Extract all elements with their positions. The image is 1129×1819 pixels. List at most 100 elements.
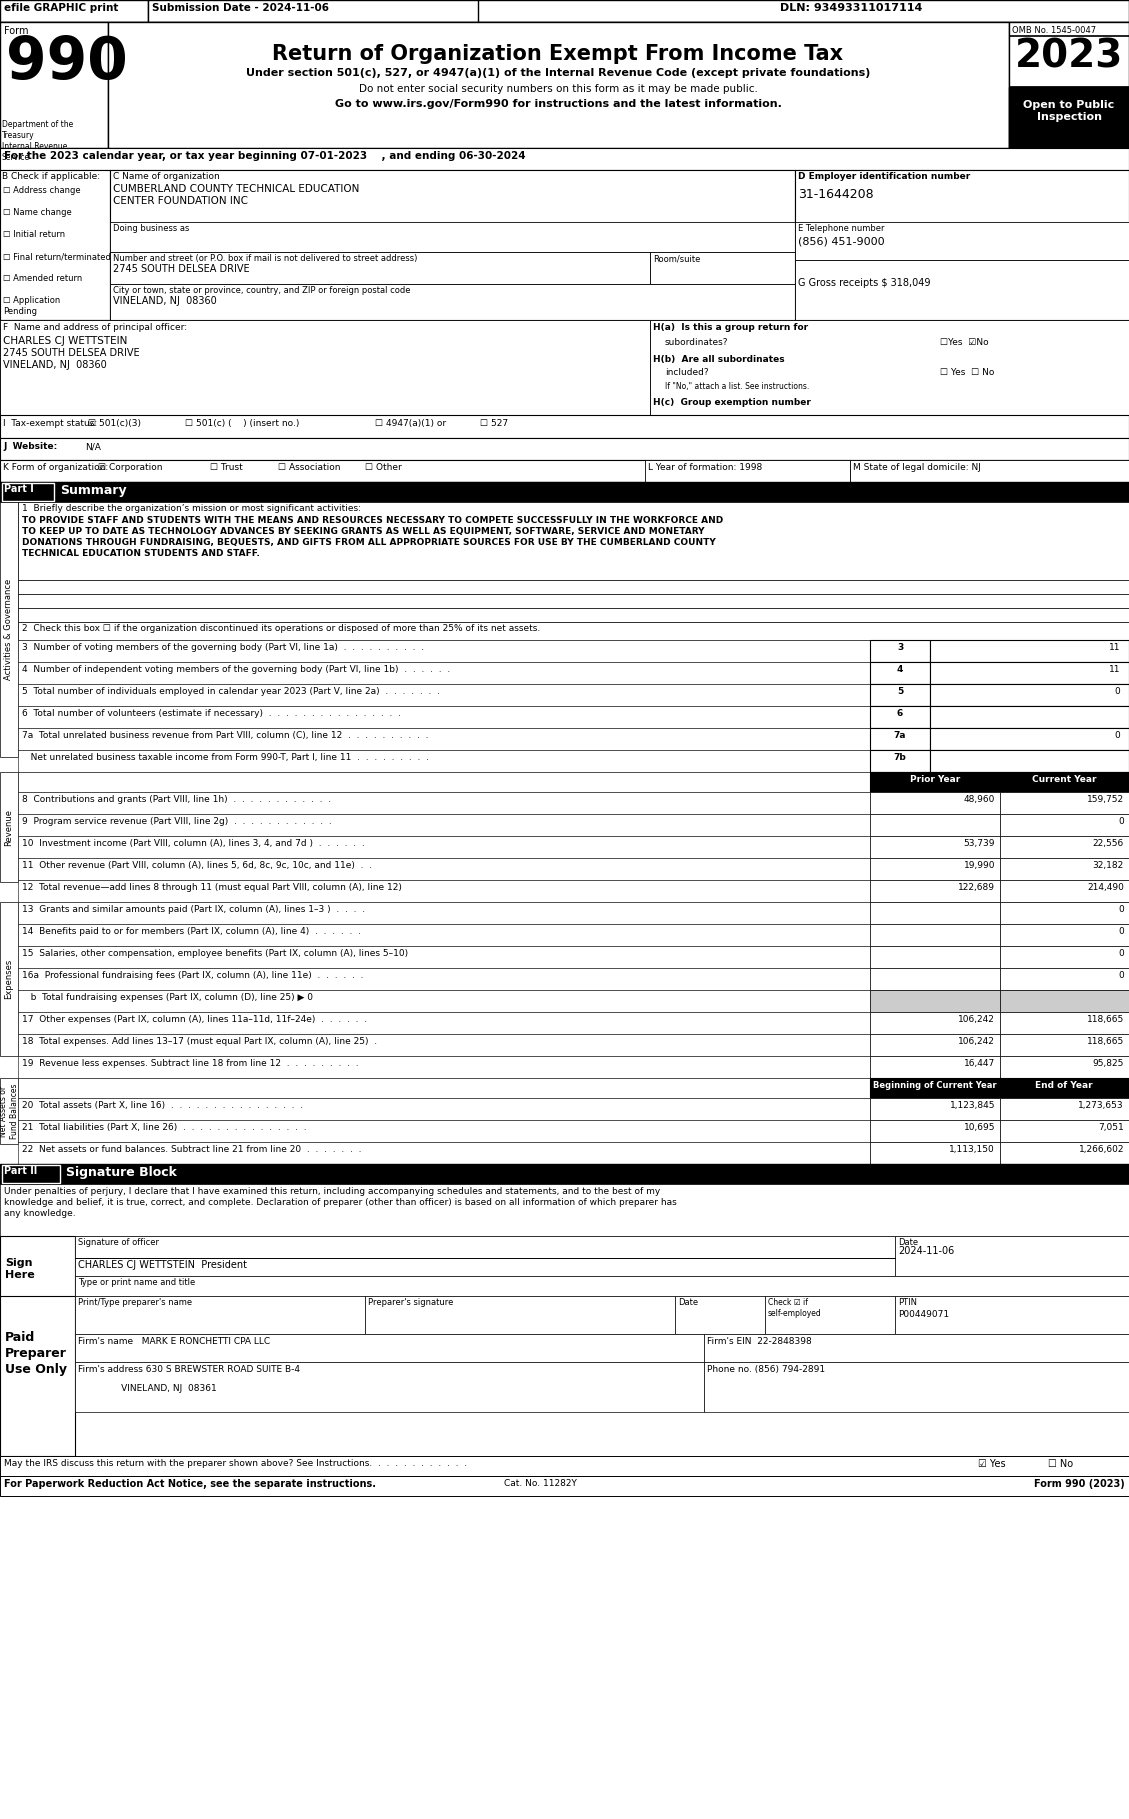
Bar (895, 1295, 1129, 1333)
Text: If "No," attach a list. See instructions.: If "No," attach a list. See instructions… (665, 382, 809, 391)
Bar (1000, 946, 1129, 968)
Bar (1000, 1121, 1129, 1142)
Text: Submission Date - 2024-11-06: Submission Date - 2024-11-06 (152, 4, 329, 13)
Text: Signature Block: Signature Block (65, 1166, 177, 1179)
Text: 4  Number of independent voting members of the governing body (Part VI, line 1b): 4 Number of independent voting members o… (21, 666, 450, 675)
Text: ☐ Yes  ☐ No: ☐ Yes ☐ No (940, 367, 995, 377)
Bar (18, 684, 870, 706)
Text: 7b: 7b (894, 753, 907, 762)
Bar (1000, 924, 1129, 946)
Bar (1000, 859, 1129, 880)
Text: Do not enter social security numbers on this form as it may be made public.: Do not enter social security numbers on … (359, 84, 758, 95)
Bar (18, 608, 1129, 622)
Text: 48,960: 48,960 (964, 795, 995, 804)
Text: Under penalties of perjury, I declare that I have examined this return, includin: Under penalties of perjury, I declare th… (5, 1188, 676, 1219)
Text: 9  Program service revenue (Part VIII, line 2g)  .  .  .  .  .  .  .  .  .  .  .: 9 Program service revenue (Part VIII, li… (21, 817, 332, 826)
Text: N/A: N/A (85, 442, 100, 451)
Bar (18, 1057, 870, 1079)
Text: 11: 11 (1109, 666, 1120, 675)
Text: CUMBERLAND COUNTY TECHNICAL EDUCATION
CENTER FOUNDATION INC: CUMBERLAND COUNTY TECHNICAL EDUCATION CE… (113, 184, 359, 206)
Text: F  Name and address of principal officer:: F Name and address of principal officer: (3, 324, 187, 333)
Text: VINELAND, NJ  08360: VINELAND, NJ 08360 (113, 296, 217, 306)
Bar (795, 260, 1129, 320)
Bar (0, 1235, 75, 1315)
Bar (1000, 1033, 1129, 1057)
Bar (675, 1295, 765, 1333)
Bar (1000, 1011, 1129, 1033)
Bar (108, 22, 1009, 147)
Text: 10  Investment income (Part VIII, column (A), lines 3, 4, and 7d )  .  .  .  .  : 10 Investment income (Part VIII, column … (21, 839, 365, 848)
Bar (870, 924, 1000, 946)
Text: P00449071: P00449071 (898, 1310, 949, 1319)
Text: ☐ Other: ☐ Other (365, 464, 402, 471)
Bar (75, 1275, 1129, 1295)
Bar (870, 1033, 1000, 1057)
Bar (0, 320, 1129, 415)
Bar (148, 0, 478, 22)
Text: Number and street (or P.O. box if mail is not delivered to street address): Number and street (or P.O. box if mail i… (113, 255, 418, 264)
Text: ☐ 527: ☐ 527 (480, 418, 508, 427)
Text: 1  Briefly describe the organization’s mission or most significant activities:: 1 Briefly describe the organization’s mi… (21, 504, 361, 513)
Text: Open to Public
Inspection: Open to Public Inspection (1023, 100, 1114, 122)
Text: Room/suite: Room/suite (653, 255, 700, 264)
Text: Type or print name and title: Type or print name and title (78, 1279, 195, 1288)
Bar (0, 460, 1129, 482)
Bar (1000, 902, 1129, 924)
Text: 990: 990 (6, 35, 128, 91)
Text: 0: 0 (1114, 688, 1120, 697)
Bar (870, 902, 1000, 924)
Bar (18, 968, 870, 990)
Text: 11: 11 (1109, 642, 1120, 651)
Bar (18, 749, 870, 771)
Text: H(a)  Is this a group return for: H(a) Is this a group return for (653, 324, 808, 333)
Bar (850, 460, 1129, 482)
Text: 0: 0 (1118, 817, 1124, 826)
Bar (870, 990, 1000, 1011)
Text: Check ☑ if
self-employed: Check ☑ if self-employed (768, 1299, 822, 1319)
Text: 2745 SOUTH DELSEA DRIVE: 2745 SOUTH DELSEA DRIVE (113, 264, 250, 275)
Text: Form 990 (2023): Form 990 (2023) (1034, 1479, 1124, 1490)
Text: For Paperwork Reduction Act Notice, see the separate instructions.: For Paperwork Reduction Act Notice, see … (5, 1479, 376, 1490)
Bar (75, 1333, 704, 1362)
Text: Net unrelated business taxable income from Form 990-T, Part I, line 11  .  .  . : Net unrelated business taxable income fr… (21, 753, 429, 762)
Text: D Employer identification number: D Employer identification number (798, 173, 970, 182)
Text: DLN: 93493311017114: DLN: 93493311017114 (780, 4, 922, 13)
Text: 4: 4 (896, 666, 903, 675)
Text: 2  Check this box ☐ if the organization discontinued its operations or disposed : 2 Check this box ☐ if the organization d… (21, 624, 541, 633)
Text: 3  Number of voting members of the governing body (Part VI, line 1a)  .  .  .  .: 3 Number of voting members of the govern… (21, 642, 425, 651)
Bar (1000, 990, 1129, 1011)
Text: 32,182: 32,182 (1093, 860, 1124, 869)
Bar (0, 1079, 18, 1144)
Text: K Form of organization:: K Form of organization: (3, 464, 108, 471)
Bar (18, 946, 870, 968)
Bar (870, 662, 930, 684)
Text: Activities & Governance: Activities & Governance (5, 578, 14, 680)
Text: 6: 6 (896, 709, 903, 719)
Bar (18, 728, 870, 749)
Bar (870, 771, 1000, 791)
Text: Current Year: Current Year (1032, 775, 1096, 784)
Bar (650, 253, 795, 284)
Text: 7,051: 7,051 (1099, 1122, 1124, 1131)
Text: 15  Salaries, other compensation, employee benefits (Part IX, column (A), lines : 15 Salaries, other compensation, employe… (21, 950, 408, 959)
Bar (870, 1099, 1000, 1121)
Text: 122,689: 122,689 (959, 882, 995, 891)
Bar (870, 749, 930, 771)
Text: Signature of officer: Signature of officer (78, 1239, 159, 1248)
Bar (18, 580, 1129, 595)
Text: Net Assets or
Fund Balances: Net Assets or Fund Balances (0, 1084, 19, 1139)
Bar (870, 1121, 1000, 1142)
Text: E Telephone number: E Telephone number (798, 224, 884, 233)
Bar (0, 320, 650, 415)
Bar (795, 169, 1129, 320)
Text: ☐ Initial return: ☐ Initial return (3, 229, 65, 238)
Bar (18, 502, 1129, 580)
Text: 7a: 7a (894, 731, 907, 740)
Text: 14  Benefits paid to or for members (Part IX, column (A), line 4)  .  .  .  .  .: 14 Benefits paid to or for members (Part… (21, 928, 361, 937)
Text: B Check if applicable:: B Check if applicable: (2, 173, 100, 182)
Bar (0, 771, 18, 882)
Text: ☑ Yes: ☑ Yes (978, 1459, 1006, 1470)
Text: City or town, state or province, country, and ZIP or foreign postal code: City or town, state or province, country… (113, 286, 411, 295)
Bar (870, 859, 1000, 880)
Bar (110, 222, 795, 253)
